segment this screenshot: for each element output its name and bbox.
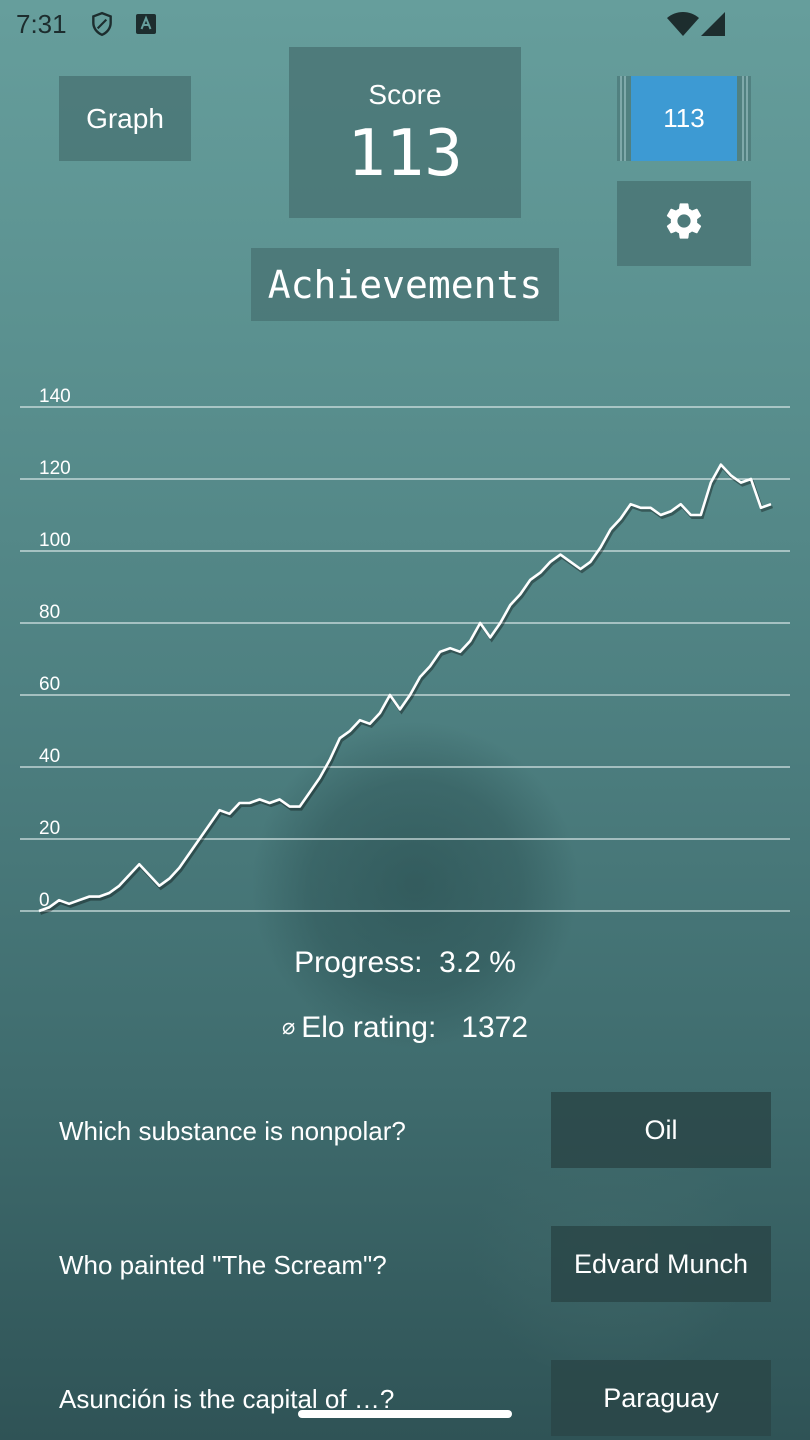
shield-icon: [89, 11, 115, 42]
y-tick-label: 100: [39, 530, 71, 551]
elo-value: 1372: [461, 1011, 529, 1044]
score-value: 113: [347, 116, 463, 191]
y-tick-label: 140: [39, 386, 71, 407]
series-line-shadow: [39, 464, 774, 915]
achievements-button[interactable]: Achievements: [251, 248, 559, 321]
series-line: [38, 463, 772, 913]
graph-button[interactable]: Graph: [59, 76, 191, 161]
answer-button[interactable]: Paraguay: [551, 1360, 771, 1436]
score-label: Score: [368, 78, 442, 110]
average-icon: ⌀: [281, 1014, 296, 1039]
y-tick-label: 40: [39, 746, 60, 767]
counter-edge: [746, 76, 748, 161]
y-tick-label: 0: [39, 890, 50, 911]
score-chart: 140 120 100 80 60 40 20 0: [20, 386, 790, 915]
progress-stat: Progress: 3.2 %: [0, 946, 810, 980]
status-time: 7:31: [16, 9, 67, 39]
counter-button[interactable]: 113: [617, 76, 751, 161]
counter-value: 113: [631, 76, 737, 161]
score-panel: Score 113: [289, 47, 521, 218]
counter-edge: [624, 76, 626, 161]
answer-button[interactable]: Oil: [551, 1092, 771, 1168]
elo-label: Elo rating:: [301, 1011, 437, 1044]
question-text: Who painted "The Scream"?: [59, 1250, 387, 1280]
gear-icon: [662, 199, 706, 248]
app-notification-icon: [134, 12, 158, 41]
counter-edge: [742, 76, 744, 161]
progress-label: Progress:: [294, 946, 423, 979]
counter-edge: [620, 76, 622, 161]
answer-button[interactable]: Edvard Munch: [551, 1226, 771, 1302]
y-tick-label: 60: [39, 674, 60, 695]
y-tick-label: 80: [39, 602, 60, 623]
question-text: Asunción is the capital of …?: [59, 1384, 395, 1414]
question-text: Which substance is nonpolar?: [59, 1116, 406, 1146]
elo-stat: ⌀ Elo rating: 1372: [0, 1011, 810, 1045]
wifi-icon: [667, 12, 699, 41]
settings-button[interactable]: [617, 181, 751, 266]
progress-value: 3.2 %: [439, 946, 516, 979]
home-indicator[interactable]: [298, 1410, 512, 1418]
y-tick-label: 120: [39, 458, 71, 479]
cell-signal-icon: [701, 12, 725, 41]
status-bar: 7:31: [0, 0, 810, 48]
y-tick-label: 20: [39, 818, 60, 839]
